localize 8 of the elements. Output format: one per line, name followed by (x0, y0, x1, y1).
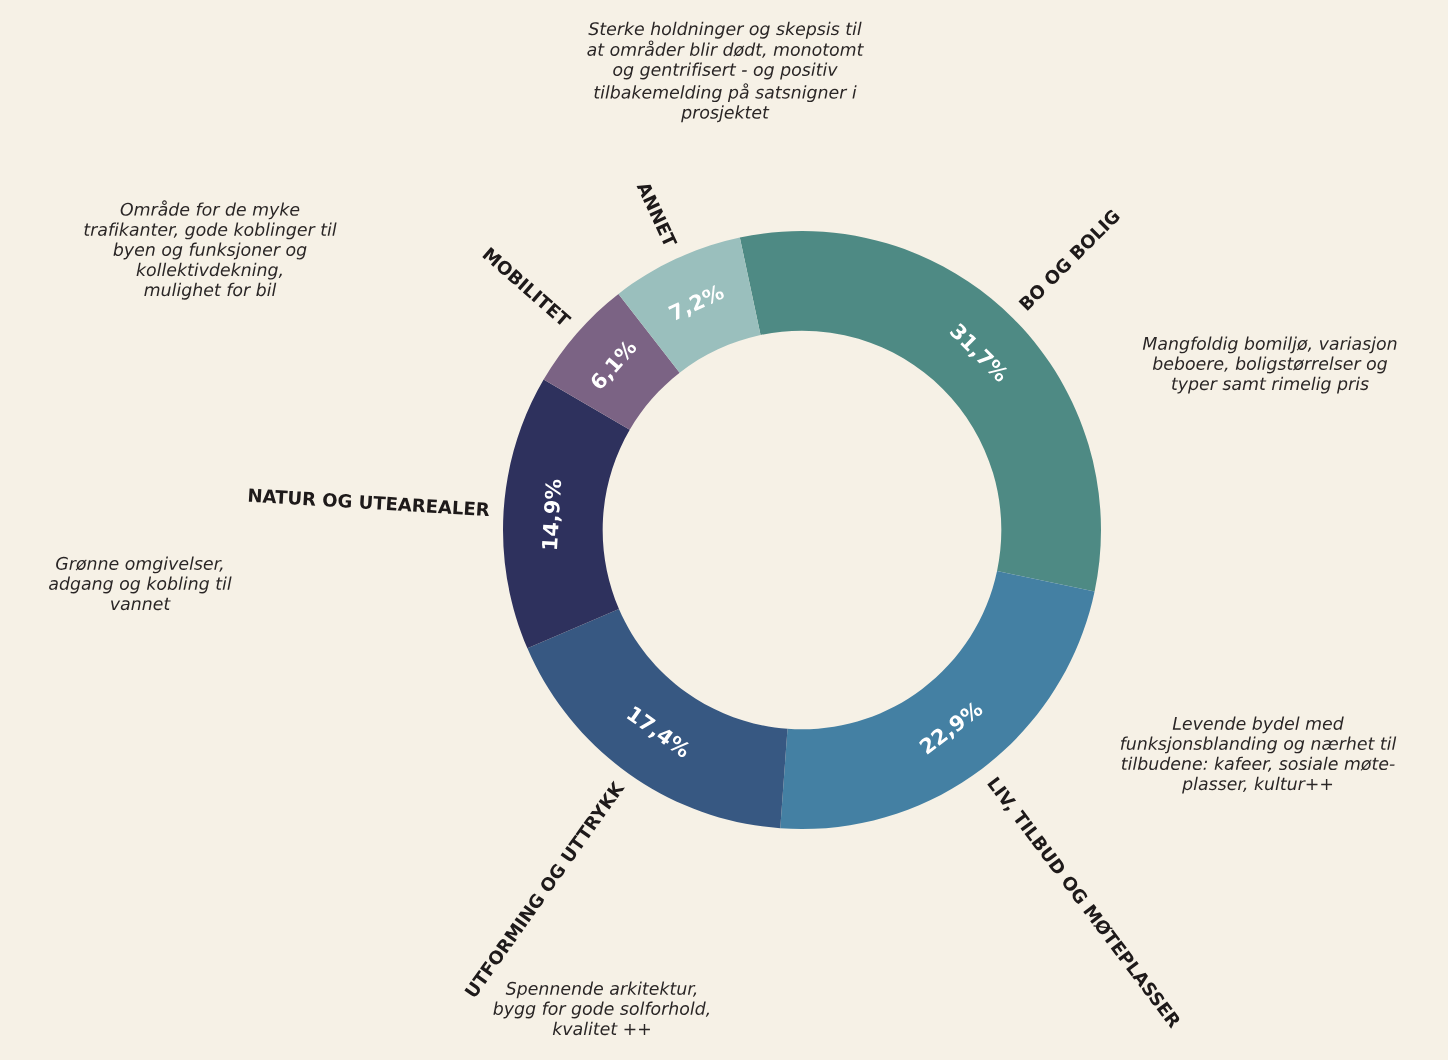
text: Mangfoldig bomiljø, variasjon beboere, boligstørrelser og typer samt rimelig pris (1142, 336, 1397, 394)
text: Levende bydel med funksjonsblanding og nærhet til tilbudene: kafeer, sosiale møte- plasser, kultur++ (1120, 716, 1397, 794)
data-label: 14,9% (541, 479, 565, 550)
slice-label: NATUR OG UTEAREALER (248, 488, 490, 517)
text: Grønne omgivelser, adgang og kobling til vannet (49, 556, 232, 611)
data-label: 7,2% (667, 283, 727, 324)
text: Område for de myke trafikanter, gode koblinger til byen og funksjoner og kollektivdekning, mulighet for bil (84, 200, 337, 300)
text: Sterke holdninger og skepsis til at områder blir dødt, monotomt og gentrifisert - og positiv tilbakemelding på satsnigner i prosjektet (587, 21, 864, 123)
